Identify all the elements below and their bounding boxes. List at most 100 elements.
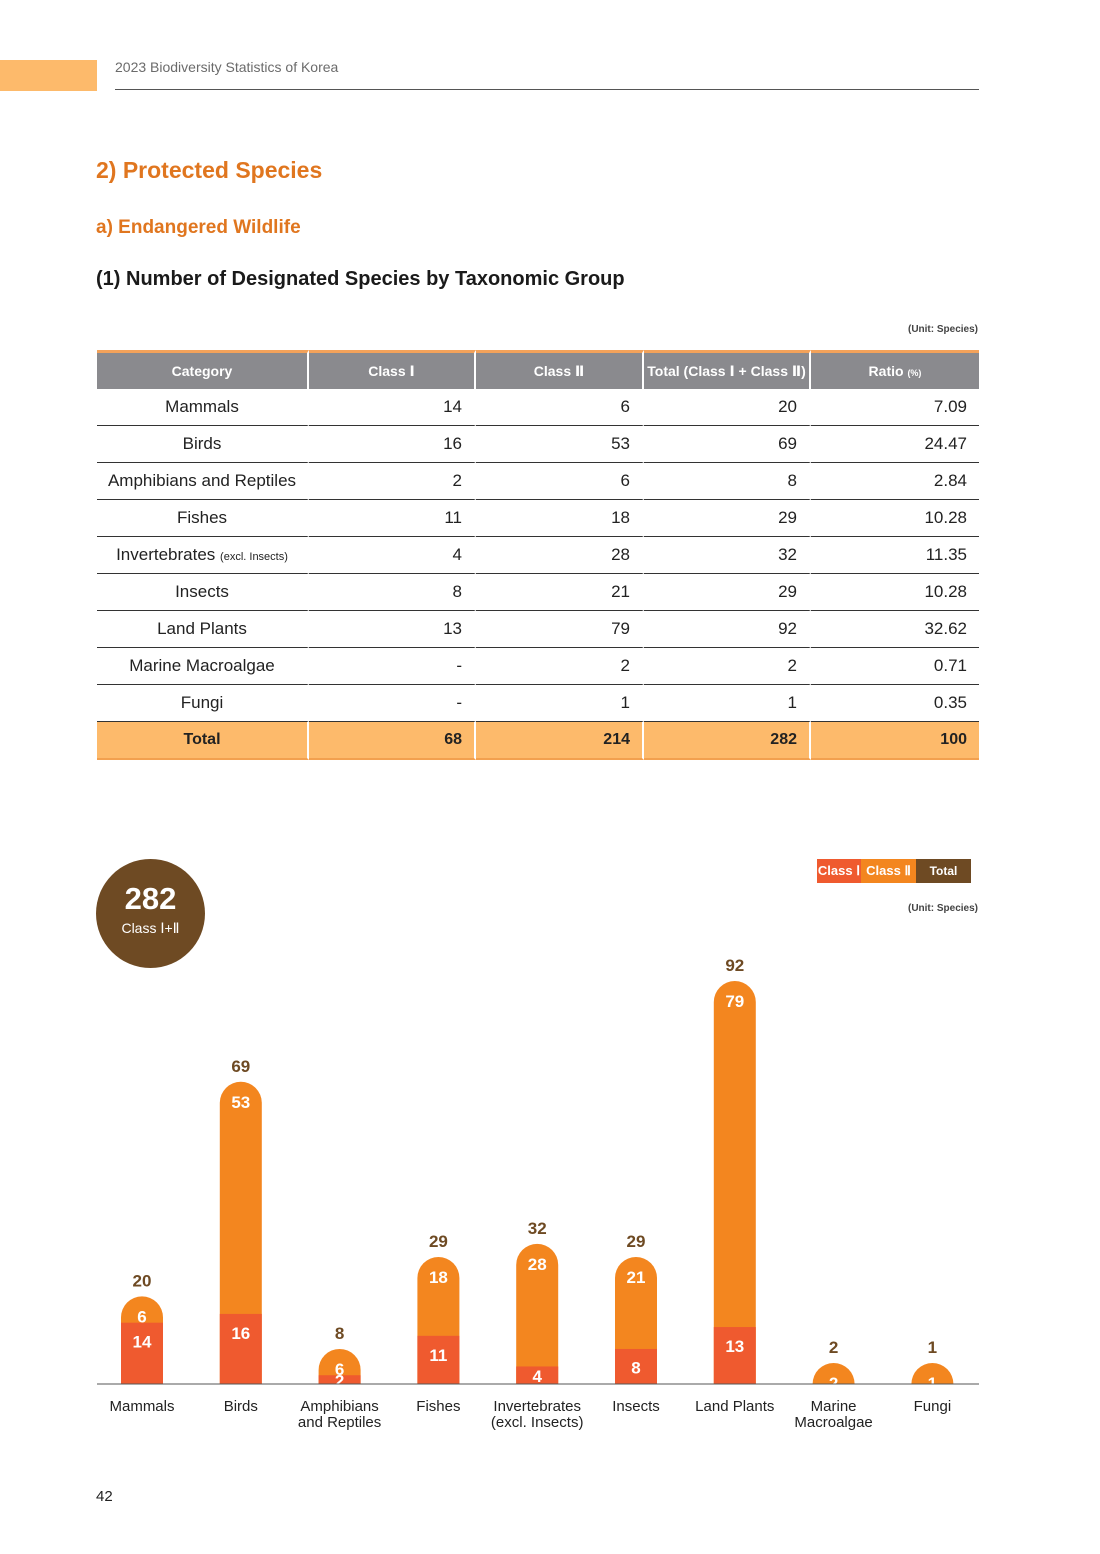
bar-class2-8 (812, 1363, 855, 1384)
cell-total: 92 (644, 611, 811, 648)
cell-total: 2 (644, 648, 811, 685)
label-class1-1: 14 (133, 1333, 152, 1352)
bar-class2-5 (516, 1243, 559, 1384)
category-label-5: Invertebrates (493, 1398, 581, 1415)
col-header-total: Total (Class Ⅰ + Class Ⅱ) (644, 350, 811, 389)
table-header-row: Category Class Ⅰ Class Ⅱ Total (Class Ⅰ … (97, 350, 979, 389)
bar-class2-7 (713, 981, 756, 1384)
cell-class1: 2 (309, 463, 476, 500)
label-total-1: 20 (133, 1271, 152, 1290)
total-badge-value: 282 (124, 881, 177, 916)
table-row: Birds 16 53 69 24.47 (97, 426, 979, 463)
category-name: Fungi (180, 693, 224, 712)
cell-class1: 4 (309, 537, 476, 574)
table-body: Mammals 14 6 20 7.09 Birds 16 53 69 24.47 Amphibia… (97, 389, 979, 760)
label-class1-7: 13 (725, 1337, 744, 1356)
table-row: Marine Macroalgae -2 2 0.71 (97, 648, 979, 685)
cell-class2: 79 (476, 611, 644, 648)
legend-total: Total (916, 859, 971, 883)
cell-total: 69 (644, 426, 811, 463)
label-class2-5: 28 (528, 1255, 547, 1274)
cell-ratio: 7.09 (811, 389, 979, 426)
cell-class1: 13 (309, 611, 476, 648)
table-title: (1) Number of Designated Species by Taxo… (96, 268, 625, 290)
table-unit-label: (Unit: Species) (907, 324, 978, 335)
cell-ratio: 0.35 (811, 685, 979, 722)
cell-ratio: 2.84 (811, 463, 979, 500)
bar-class1-2 (219, 1313, 262, 1384)
cell-class2: 6 (476, 389, 644, 426)
category-name: Invertebrates (116, 545, 216, 564)
cell-total-ratio: 100 (811, 722, 979, 760)
cell-class1: 11 (309, 500, 476, 537)
chart-legend: Class Ⅰ Class Ⅱ Total (817, 859, 971, 883)
label-total-6: 29 (627, 1232, 646, 1251)
subsection-heading: a) Endangered Wildlife (96, 217, 301, 238)
col-header-ratio-label: Ratio (868, 363, 904, 379)
bar-class2-9 (911, 1363, 954, 1384)
table-row: Mammals 14 6 20 7.09 (97, 389, 979, 426)
col-header-ratio-unit: (%) (907, 368, 922, 378)
cell-category: Marine Macroalgae (97, 648, 309, 685)
cell-total-class1: 68 (309, 722, 476, 760)
label-class1-5: 4 (532, 1367, 542, 1386)
bar-class2-2 (219, 1081, 262, 1384)
category-label-4: Fishes (416, 1398, 460, 1415)
table-row: Amphibians and Reptiles 2 6 8 2.84 (97, 463, 979, 500)
cell-category: Fishes (97, 500, 309, 537)
category-name: Insects (175, 582, 229, 601)
label-total-5: 32 (528, 1219, 547, 1238)
label-total-3: 8 (335, 1324, 344, 1343)
table-row: Land Plants 13 79 92 32.62 (97, 611, 979, 648)
category-name: Birds (182, 434, 222, 453)
category-label-2: Birds (224, 1398, 258, 1415)
cell-class2: 53 (476, 426, 644, 463)
cell-ratio: 10.28 (811, 500, 979, 537)
category-label-8: Marine (811, 1398, 857, 1415)
cell-category: Insects (97, 574, 309, 611)
table-row: Invertebrates (excl. Insects) 4 28 32 11.35 (97, 537, 979, 574)
stacked-bar-chart: 14620Mammals165369Birds268Amphibiansand … (97, 956, 979, 1431)
label-class2-2: 53 (231, 1093, 250, 1112)
category-label-7: Land Plants (695, 1398, 774, 1415)
header-rule (115, 89, 979, 90)
label-class1-2: 16 (231, 1324, 250, 1343)
label-class1-3: 2 (335, 1372, 344, 1391)
cell-total-label: Total (97, 722, 309, 760)
cell-class2: 2 (476, 648, 644, 685)
cell-class1: - (309, 685, 476, 722)
cell-total: 29 (644, 574, 811, 611)
table-row: Fungi -1 1 0.35 (97, 685, 979, 722)
cell-total: 1 (644, 685, 811, 722)
cell-ratio: 10.28 (811, 574, 979, 611)
bar-class1-4 (417, 1335, 460, 1384)
cell-total: 20 (644, 389, 811, 426)
page-number: 42 (96, 1488, 113, 1505)
legend-class1: Class Ⅰ (817, 859, 861, 883)
bar-class1-1 (121, 1322, 163, 1384)
label-class2-7: 79 (725, 992, 744, 1011)
total-badge: 282 Class Ⅰ+Ⅱ (96, 859, 205, 968)
bar-class1-7 (713, 1327, 756, 1384)
cell-total-total: 282 (644, 722, 811, 760)
cell-ratio: 0.71 (811, 648, 979, 685)
category-label-3: and Reptiles (298, 1414, 381, 1431)
header-tab-accent (0, 60, 97, 91)
bar-class1-5 (516, 1366, 559, 1384)
category-label-8: Macroalgae (794, 1414, 872, 1431)
cell-class1: 8 (309, 574, 476, 611)
label-total-8: 2 (829, 1338, 838, 1357)
category-label-9: Fungi (914, 1398, 952, 1415)
category-name: Amphibians and Reptiles (107, 471, 297, 490)
section-heading: 2) Protected Species (96, 157, 323, 183)
cell-ratio: 32.62 (811, 611, 979, 648)
cell-class1: 14 (309, 389, 476, 426)
label-total-2: 69 (231, 1057, 250, 1076)
cell-category: Invertebrates (excl. Insects) (97, 537, 309, 574)
category-name: Mammals (165, 397, 239, 416)
species-table: Category Class Ⅰ Class Ⅱ Total (Class Ⅰ … (97, 350, 979, 760)
label-total-9: 1 (928, 1338, 937, 1357)
cell-class1: 16 (309, 426, 476, 463)
cell-category: Birds (97, 426, 309, 463)
running-header-title: 2023 Biodiversity Statistics of Korea (115, 59, 339, 75)
